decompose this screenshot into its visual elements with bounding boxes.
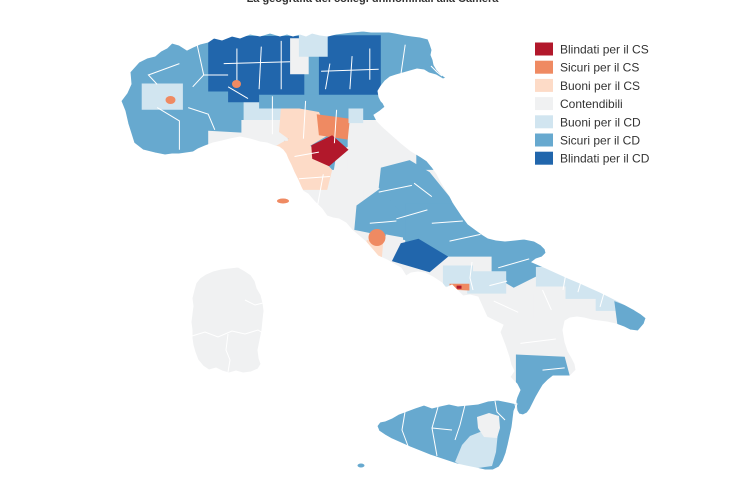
- svg-text:Buoni per il CS: Buoni per il CS: [560, 79, 640, 93]
- svg-text:Contendibili: Contendibili: [560, 97, 623, 111]
- svg-text:Blindati per il CS: Blindati per il CS: [560, 43, 649, 57]
- svg-text:Sicuri per il CD: Sicuri per il CD: [560, 134, 640, 148]
- svg-text:Blindati per il CD: Blindati per il CD: [560, 152, 650, 166]
- svg-text:Sicuri per il CS: Sicuri per il CS: [560, 61, 639, 75]
- svg-text:Buoni per il CD: Buoni per il CD: [560, 115, 641, 129]
